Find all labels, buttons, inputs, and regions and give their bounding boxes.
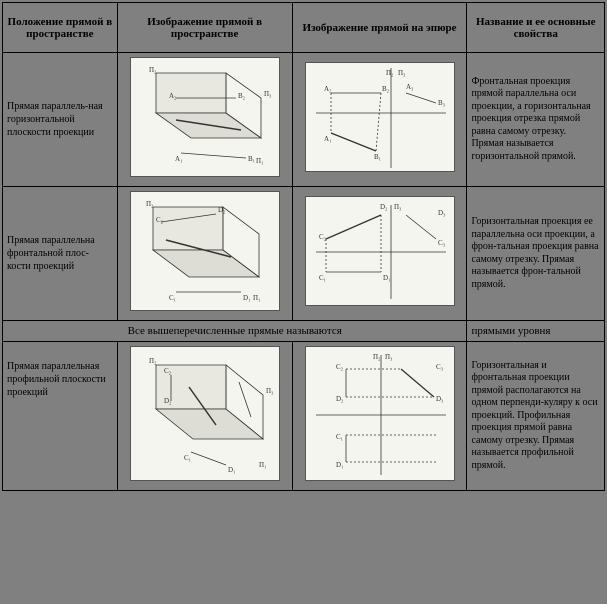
header-position: Положение прямой в пространстве bbox=[3, 3, 118, 53]
label-c2: C₂ bbox=[336, 363, 344, 371]
label-a1: A₁ bbox=[324, 135, 332, 143]
label-c1: C₁ bbox=[336, 433, 343, 441]
label-a1: A₁ bbox=[175, 155, 183, 163]
level-lines-left: Все вышеперечисленные прямые называются bbox=[128, 325, 342, 337]
figure-epure-cell: П₂ П₃ C₂ D₂ C₁ D₁ C₃ D₃ bbox=[292, 342, 467, 491]
table-row: Прямая параллельна фронтальной плос-кост… bbox=[3, 187, 605, 321]
label-b3: B₃ bbox=[438, 99, 446, 107]
label-p1: П₁ bbox=[256, 157, 264, 165]
label-c2: C₂ bbox=[164, 367, 172, 375]
label-d2: D₂ bbox=[336, 395, 344, 403]
label-b2: B₂ bbox=[382, 85, 390, 93]
figure-epure-horizontal: П₂ П₃ A₂ B₂ A₃ B₃ A₁ B₁ bbox=[305, 62, 455, 172]
figure-epure-cell: П₂ П₃ A₂ B₂ A₃ B₃ A₁ B₁ bbox=[292, 53, 467, 187]
label-a2: A₂ bbox=[169, 92, 177, 100]
properties-cell: Горизонтальная и фронтальная проекции пр… bbox=[467, 342, 605, 491]
label-c3: C₃ bbox=[436, 363, 444, 371]
table-row: Прямая параллель-ная горизонтальной плос… bbox=[3, 53, 605, 187]
label-p2: П₂ bbox=[149, 66, 157, 74]
position-cell: Прямая параллельна фронтальной плос-кост… bbox=[3, 187, 118, 321]
label-d3: D₃ bbox=[436, 395, 444, 403]
figure-3d-cell: П₂ П₁ C₂ D₂ C₁ D₁ bbox=[117, 187, 292, 321]
header-epure-image: Изображение прямой на эпюре bbox=[292, 3, 467, 53]
label-a2: A₂ bbox=[324, 85, 332, 93]
projection-table: Положение прямой в пространстве Изображе… bbox=[2, 2, 605, 491]
label-p2: П₂ bbox=[386, 69, 394, 77]
label-d1: D₁ bbox=[383, 274, 391, 282]
label-p2: П₂ bbox=[149, 357, 157, 365]
label-p3: П₃ bbox=[394, 203, 402, 211]
figure-epure-profile: П₂ П₃ C₂ D₂ C₁ D₁ C₃ D₃ bbox=[305, 346, 455, 481]
position-cell: Прямая параллель-ная горизонтальной плос… bbox=[3, 53, 118, 187]
level-lines-right: прямыми уровня bbox=[467, 321, 605, 342]
header-row: Положение прямой в пространстве Изображе… bbox=[3, 3, 605, 53]
label-p2: П₂ bbox=[146, 200, 154, 208]
figure-3d-profile: П₂ П₁ П₃ C₂ D₂ C₁ D₁ bbox=[130, 346, 280, 481]
label-b1: B₁ bbox=[248, 155, 255, 163]
figure-epure-cell: D₂ П₃ C₂ C₁ D₁ D₃ C₃ bbox=[292, 187, 467, 321]
label-a3: A₃ bbox=[406, 83, 414, 91]
label-d3: D₃ bbox=[438, 209, 446, 217]
header-properties: Название и ее основные свойства bbox=[467, 3, 605, 53]
label-c2: C₂ bbox=[156, 216, 164, 224]
label-b2: B₂ bbox=[238, 92, 246, 100]
figure-epure-frontal: D₂ П₃ C₂ C₁ D₁ D₃ C₃ bbox=[305, 196, 455, 306]
level-lines-text: Все вышеперечисленные прямые называются bbox=[3, 321, 467, 342]
label-p3: П₃ bbox=[385, 353, 393, 361]
level-lines-row: Все вышеперечисленные прямые называются … bbox=[3, 321, 605, 342]
header-3d-image: Изображение прямой в пространстве bbox=[117, 3, 292, 53]
label-p3: П₃ bbox=[264, 90, 272, 98]
table-row: Прямая параллельная профильной плоскости… bbox=[3, 342, 605, 491]
figure-3d-cell: П₂ П₁ П₃ A₂ B₂ A₁ B₁ bbox=[117, 53, 292, 187]
label-d2: D₂ bbox=[218, 206, 226, 214]
label-c1: C₁ bbox=[184, 454, 191, 462]
label-c3: C₃ bbox=[438, 239, 446, 247]
label-d1: D₁ bbox=[336, 461, 344, 469]
properties-cell: Фронтальная проекция прямой параллельна … bbox=[467, 53, 605, 187]
label-d2: D₂ bbox=[164, 397, 172, 405]
label-d2: D₂ bbox=[380, 203, 388, 211]
label-c1: C₁ bbox=[319, 274, 326, 282]
label-c2: C₂ bbox=[319, 233, 327, 241]
label-b1: B₁ bbox=[374, 153, 381, 161]
label-p3: П₃ bbox=[266, 387, 274, 395]
label-p1: П₁ bbox=[253, 294, 261, 302]
label-p3: П₃ bbox=[398, 69, 406, 77]
label-d1: D₁ bbox=[228, 466, 236, 474]
properties-cell: Горизонтальная проекция ее параллельна о… bbox=[467, 187, 605, 321]
label-p2: П₂ bbox=[373, 353, 381, 361]
position-cell: Прямая параллельная профильной плоскости… bbox=[3, 342, 118, 491]
figure-3d-horizontal: П₂ П₁ П₃ A₂ B₂ A₁ B₁ bbox=[130, 57, 280, 177]
label-p1: П₁ bbox=[259, 461, 267, 469]
figure-3d-cell: П₂ П₁ П₃ C₂ D₂ C₁ D₁ bbox=[117, 342, 292, 491]
label-c1: C₁ bbox=[169, 294, 176, 302]
figure-3d-frontal: П₂ П₁ C₂ D₂ C₁ D₁ bbox=[130, 191, 280, 311]
label-d1: D₁ bbox=[243, 294, 251, 302]
